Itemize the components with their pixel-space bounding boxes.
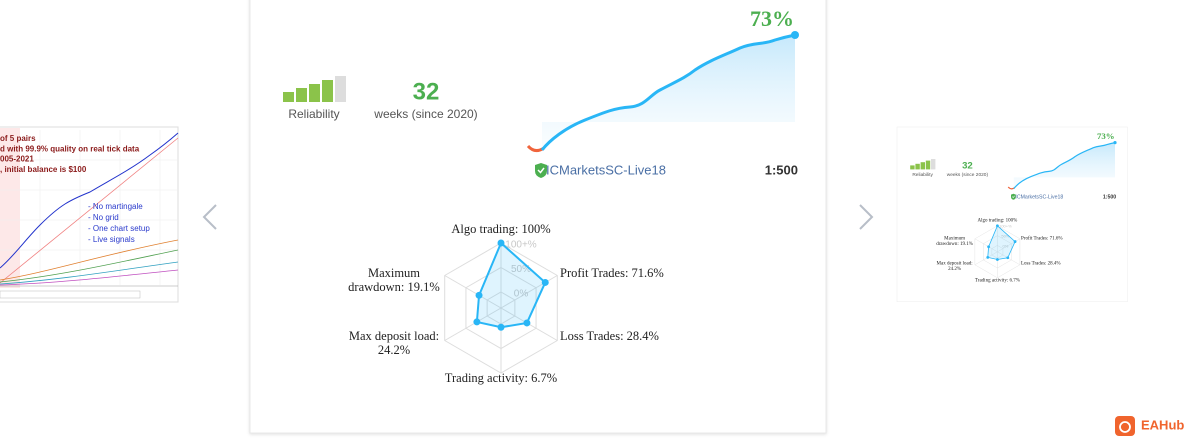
radar-point xyxy=(986,255,990,259)
verified-check xyxy=(537,167,545,174)
leverage: 1:500 xyxy=(1103,194,1116,200)
radar-point xyxy=(473,318,481,326)
chart-line xyxy=(0,269,179,286)
radar-axis-label: Maximum xyxy=(944,236,965,241)
weeks-label: weeks (since 2020) xyxy=(947,172,989,178)
radar-axis-label: Loss Trades: 28.4% xyxy=(1021,262,1061,267)
radar-tick-label: 50% xyxy=(1001,233,1009,238)
radar-axis-label: Algo trading: 100% xyxy=(451,222,550,236)
radar-axis-label: drawdown: 19.1% xyxy=(936,242,973,247)
chart-line xyxy=(0,239,179,281)
promo-line: , initial balance is $100 xyxy=(0,165,87,174)
chart-band xyxy=(0,128,20,288)
radar-axis-label: Trading activity: 6.7% xyxy=(445,371,557,385)
radar-point xyxy=(523,319,531,327)
growth-value: 73% xyxy=(750,6,794,31)
signal-card[interactable]: Reliability 32 weeks (since 2020) 73% ICMark… xyxy=(249,0,827,434)
feature-line: - Live signals xyxy=(88,235,135,244)
server-name: ICMarketsSC-Live18 xyxy=(1015,194,1063,200)
reliability-label: Reliability xyxy=(288,107,339,121)
growth-value: 73% xyxy=(1097,131,1115,141)
reliability-label: Reliability xyxy=(912,172,933,178)
growth-end-dot xyxy=(791,31,799,39)
brand-icon xyxy=(1115,416,1135,436)
brand-name: EAHub xyxy=(1141,417,1184,432)
reliability-bar xyxy=(309,84,320,102)
radar-axis-label: Max deposit load: xyxy=(349,329,439,343)
radar-axis-label: Profit Trades: 71.6% xyxy=(560,266,664,280)
brand-logo[interactable]: EAHub xyxy=(1115,416,1184,436)
growth-area xyxy=(542,35,795,150)
radar-spoke xyxy=(974,251,998,265)
chart-line xyxy=(0,132,179,269)
chart-line xyxy=(0,261,179,285)
growth-area xyxy=(1013,142,1115,189)
chart-grid xyxy=(0,130,178,285)
reliability-bar xyxy=(910,165,915,170)
feature-line: - No grid xyxy=(88,213,119,222)
radar-point xyxy=(987,245,991,249)
reliability-bar xyxy=(920,162,925,170)
chart-legend xyxy=(0,290,141,299)
verified-icon xyxy=(535,163,547,178)
radar-axis-label: Max deposit load: xyxy=(937,262,973,267)
growth-end-dot xyxy=(1113,141,1117,145)
chart-line xyxy=(0,137,179,284)
radar-point xyxy=(1006,256,1010,260)
promo-line: 005-2021 xyxy=(0,155,34,164)
radar-point xyxy=(475,291,483,299)
radar-tick-label: 0% xyxy=(514,289,529,300)
radar-tick-label: 50% xyxy=(511,264,531,275)
radar-point xyxy=(1013,240,1017,243)
reliability-bar xyxy=(335,76,346,102)
reliability-bar xyxy=(322,80,333,102)
radar-point xyxy=(497,323,505,331)
radar-tick-label: 0% xyxy=(1003,243,1009,248)
reliability-bar xyxy=(915,163,920,170)
radar-axis-label: Maximum xyxy=(368,266,420,280)
radar-axis-label: Trading activity: 6.7% xyxy=(975,278,1020,283)
promo-line: of 5 pairs xyxy=(0,134,36,143)
radar-tick-label: 100+% xyxy=(999,224,1012,229)
promo-line: d with 99.9% quality on real tick data xyxy=(0,144,140,153)
prev-arrow[interactable] xyxy=(202,204,217,230)
verified-icon xyxy=(1011,193,1016,200)
radar-point xyxy=(497,239,505,247)
next-arrow[interactable] xyxy=(859,204,874,230)
radar-point xyxy=(996,258,999,261)
radar-point xyxy=(541,278,549,286)
reliability-bar xyxy=(283,92,294,102)
reliability-bar xyxy=(931,159,936,170)
weeks-label: weeks (since 2020) xyxy=(373,107,477,121)
brand-icon-face xyxy=(1119,421,1131,433)
radar-axis-label: drawdown: 19.1% xyxy=(348,280,440,294)
reliability-bar xyxy=(296,88,307,102)
radar-spoke xyxy=(444,307,502,341)
reliability-bar xyxy=(925,160,931,170)
radar-tick-label: 100+% xyxy=(505,240,537,251)
feature-line: - No martingale xyxy=(88,202,143,211)
server-name: ICMarketsSC-Live18 xyxy=(546,162,666,177)
verified-check xyxy=(1011,195,1015,199)
growth-line xyxy=(540,33,796,151)
feature-line: - One chart setup xyxy=(88,224,150,233)
radar-axis-label: Loss Trades: 28.4% xyxy=(560,329,659,343)
weeks-value: 32 xyxy=(962,160,973,171)
leverage: 1:500 xyxy=(765,162,798,177)
radar-axis-label: 24.2% xyxy=(948,267,961,272)
chart-line xyxy=(0,249,179,283)
radar-spoke xyxy=(974,238,998,252)
radar-axis-label: Algo trading: 100% xyxy=(978,219,1018,224)
left-card[interactable] xyxy=(0,126,179,303)
weeks-value: 32 xyxy=(413,78,440,105)
radar-spoke xyxy=(444,275,502,309)
radar-point xyxy=(996,224,999,228)
radar-axis-label: Profit Trades: 71.6% xyxy=(1021,236,1063,241)
radar-axis-label: 24.2% xyxy=(378,343,410,357)
growth-line xyxy=(1013,142,1116,189)
